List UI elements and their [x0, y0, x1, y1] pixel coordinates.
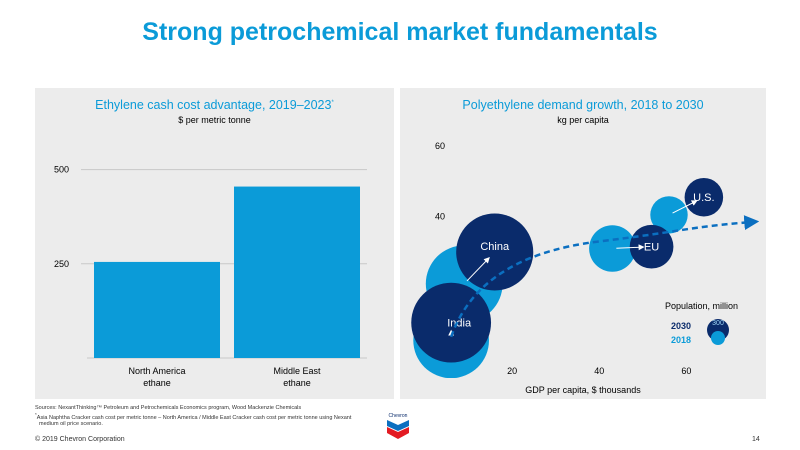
region-label: EU: [644, 242, 659, 254]
y-tick-label: 40: [435, 212, 445, 222]
category-label: Middle East: [273, 366, 321, 376]
x-tick-label: 20: [507, 366, 517, 376]
region-label: China: [480, 241, 510, 253]
page-number: 14: [752, 436, 760, 443]
category-label: ethane: [143, 378, 171, 388]
bar-1: [94, 261, 220, 358]
region-label: India: [447, 318, 472, 330]
footnote-line-2: medium oil price scenario.: [39, 420, 103, 427]
legend-title: Population, million: [665, 301, 738, 311]
bubble-2030-eu: [629, 224, 674, 269]
bubble-2030-india: [411, 282, 492, 363]
y-tick-label: 60: [435, 141, 445, 151]
bubble-2030-us: [684, 177, 724, 217]
y-tick-label: 500: [54, 165, 69, 175]
bar-chart-title: Ethylene cash cost advantage, 2019–2023*: [95, 98, 334, 112]
footnote: Sources: NexantThinking™ Petroleum and P…: [35, 405, 395, 427]
trend-line: [449, 215, 760, 338]
growth-arrow: [616, 244, 645, 251]
bubble-2018-us: [650, 196, 688, 234]
category-label: ethane: [283, 378, 311, 388]
y-tick-label: 250: [54, 259, 69, 269]
bubble-chart-title: Polyethylene demand growth, 2018 to 2030: [462, 98, 704, 112]
legend-bubble-2018: [711, 331, 725, 345]
chevron-logo-icon: Chevron: [387, 413, 409, 439]
bubble-2030-china: [456, 213, 534, 291]
polyethylene-demand-panel: Polyethylene demand growth, 2018 to 2030…: [400, 88, 766, 399]
x-tick-label: 60: [681, 366, 691, 376]
copyright: © 2019 Chevron Corporation: [35, 436, 125, 443]
bubble-chart-subtitle: kg per capita: [557, 115, 609, 125]
bar-2: [234, 186, 360, 358]
footnote-line-1: *Asia Naphtha Cracker cash cost per metr…: [35, 411, 352, 421]
legend-size-label: 300: [712, 320, 724, 327]
x-tick-label: 40: [594, 366, 604, 376]
bar-chart: 250 500 North America ethane Middle East etha…: [54, 165, 367, 388]
legend-2030: 2030: [671, 321, 691, 331]
legend-2018: 2018: [671, 335, 691, 345]
logo-text: Chevron: [389, 413, 408, 419]
x-axis-label: GDP per capita, $ thousands: [525, 385, 641, 395]
bubble-2018-eu: [589, 225, 636, 272]
growth-arrow: [466, 257, 490, 282]
category-label: North America: [128, 366, 185, 376]
region-label: U.S.: [693, 192, 714, 204]
bubbles: [411, 177, 724, 378]
bubble-chart: 204060204060GDP per capita, $ thousandsI…: [411, 141, 760, 395]
bar-chart-subtitle: $ per metric tonne: [178, 115, 251, 125]
page-title: Strong petrochemical market fundamentals: [142, 18, 658, 46]
sources-line: Sources: NexantThinking™ Petroleum and P…: [35, 405, 302, 411]
ethylene-cost-panel: Ethylene cash cost advantage, 2019–2023*…: [35, 88, 394, 399]
growth-arrow: [672, 200, 698, 214]
